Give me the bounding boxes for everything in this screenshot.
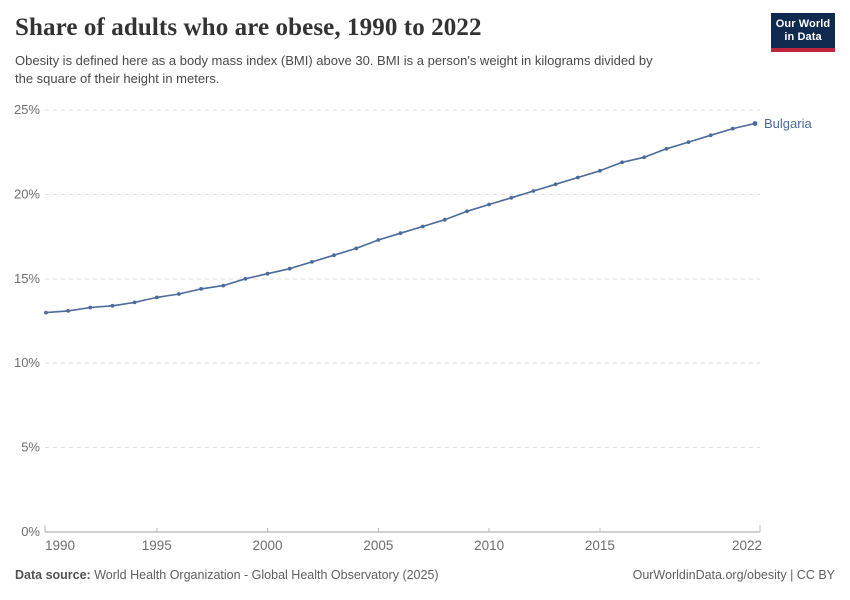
- data-point: [575, 175, 580, 180]
- x-axis-tick-label: 2000: [253, 538, 283, 553]
- data-point: [221, 283, 226, 288]
- data-point: [66, 309, 71, 313]
- data-point: [354, 246, 359, 251]
- data-point: [420, 224, 425, 229]
- data-point: [686, 140, 691, 145]
- data-point: [442, 217, 447, 222]
- data-point: [752, 121, 758, 126]
- credit-link[interactable]: OurWorldinData.org/obesity | CC BY: [632, 568, 835, 582]
- data-point: [620, 160, 624, 165]
- data-point: [265, 271, 270, 276]
- chart-footer: Data source: World Health Organization -…: [15, 568, 835, 582]
- owid-logo[interactable]: Our World in Data: [771, 13, 835, 52]
- x-axis-tick-label: 2010: [474, 538, 504, 553]
- data-point: [509, 195, 514, 200]
- logo-line-2: in Data: [784, 31, 822, 43]
- data-point: [664, 146, 669, 151]
- x-axis-tick-label: 2005: [363, 538, 393, 553]
- logo-line-1: Our World: [775, 18, 831, 30]
- data-source: Data source: World Health Organization -…: [15, 568, 439, 582]
- data-point: [487, 202, 491, 207]
- data-source-text: World Health Organization - Global Healt…: [90, 568, 439, 582]
- y-axis-tick-label: 25%: [14, 102, 40, 117]
- chart-subtitle: Obesity is defined here as a body mass i…: [15, 52, 835, 88]
- data-point: [598, 168, 602, 173]
- data-point: [154, 295, 159, 300]
- entity-label: Bulgaria: [764, 116, 812, 131]
- data-point: [243, 276, 248, 281]
- x-axis-tick-label: 2015: [585, 538, 615, 553]
- data-point: [531, 189, 536, 193]
- data-point: [332, 253, 336, 258]
- data-point: [376, 238, 381, 242]
- x-axis-tick-label: 2022: [732, 538, 762, 553]
- data-point: [287, 266, 292, 271]
- data-point: [553, 182, 558, 187]
- data-point: [199, 287, 204, 291]
- chart-header: Share of adults who are obese, 1990 to 2…: [15, 13, 835, 88]
- trend-line: [45, 122, 756, 314]
- x-axis-tick-label: 1990: [45, 538, 75, 553]
- data-point: [310, 260, 314, 264]
- data-point: [708, 133, 713, 138]
- data-point: [110, 303, 115, 308]
- y-axis-tick-label: 5%: [21, 440, 40, 455]
- x-axis-tick-label: 1995: [142, 538, 172, 553]
- data-point: [465, 209, 469, 214]
- y-axis-tick-label: 10%: [14, 355, 40, 370]
- data-point: [642, 155, 647, 160]
- data-point: [398, 231, 403, 236]
- y-axis-tick-label: 15%: [14, 271, 40, 286]
- subtitle-line-2: the square of their height in meters.: [15, 70, 220, 86]
- chart-title: Share of adults who are obese, 1990 to 2…: [15, 14, 482, 41]
- data-source-label: Data source:: [15, 568, 91, 582]
- y-axis-tick-label: 20%: [14, 186, 40, 201]
- y-axis-tick-label: 0%: [21, 524, 40, 539]
- data-point: [88, 305, 93, 310]
- data-point: [177, 292, 181, 296]
- subtitle-line-1: Obesity is defined here as a body mass i…: [15, 52, 653, 68]
- data-point: [44, 310, 48, 315]
- data-point: [730, 126, 735, 131]
- data-point: [132, 300, 137, 305]
